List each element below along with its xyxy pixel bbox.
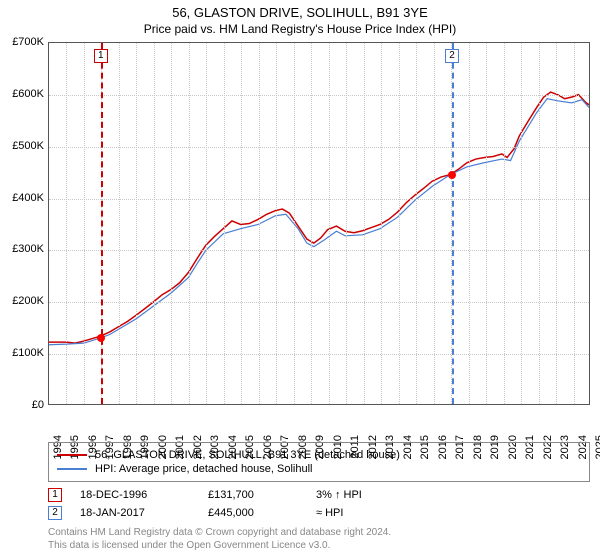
- gridline-v: [241, 43, 242, 404]
- chart-svg: [49, 43, 589, 404]
- gridline-v: [346, 43, 347, 404]
- transaction-marker-box: 2: [48, 506, 62, 520]
- gridline-v: [206, 43, 207, 404]
- x-tick-label: 2025: [594, 435, 600, 459]
- marker-number-box: 2: [445, 49, 459, 63]
- gridline-v: [294, 43, 295, 404]
- gridline-v: [486, 43, 487, 404]
- y-tick-label: £400K: [0, 192, 44, 204]
- gridline-v: [84, 43, 85, 404]
- footer-line2: This data is licensed under the Open Gov…: [48, 539, 590, 552]
- chart-plot-area: 12: [48, 42, 590, 405]
- gridline-v: [189, 43, 190, 404]
- gridline-v: [136, 43, 137, 404]
- legend-label: HPI: Average price, detached house, Soli…: [95, 463, 313, 475]
- y-tick-label: £600K: [0, 88, 44, 100]
- gridline-v: [504, 43, 505, 404]
- y-tick-label: £0: [0, 399, 44, 411]
- gridline-v: [574, 43, 575, 404]
- legend-swatch: [57, 454, 87, 456]
- transaction-row: 1 18-DEC-1996 £131,700 3% ↑ HPI: [48, 486, 590, 504]
- transaction-row: 2 18-JAN-2017 £445,000 ≈ HPI: [48, 504, 590, 522]
- series-property: [49, 92, 589, 343]
- y-tick-label: £500K: [0, 140, 44, 152]
- gridline-v: [276, 43, 277, 404]
- footer-line1: Contains HM Land Registry data © Crown c…: [48, 526, 590, 539]
- chart-footer: Contains HM Land Registry data © Crown c…: [48, 526, 590, 552]
- transaction-date: 18-DEC-1996: [80, 489, 190, 501]
- chart-container: 56, GLASTON DRIVE, SOLIHULL, B91 3YE Pri…: [0, 0, 600, 560]
- y-tick-label: £200K: [0, 295, 44, 307]
- y-tick-label: £100K: [0, 347, 44, 359]
- gridline-h: [49, 95, 589, 96]
- transaction-table: 1 18-DEC-1996 £131,700 3% ↑ HPI 2 18-JAN…: [48, 486, 590, 522]
- marker-dot: [448, 171, 456, 179]
- marker-vline: [452, 43, 454, 404]
- gridline-h: [49, 147, 589, 148]
- chart-title-line2: Price paid vs. HM Land Registry's House …: [0, 20, 600, 36]
- gridline-v: [399, 43, 400, 404]
- gridline-v: [154, 43, 155, 404]
- gridline-v: [381, 43, 382, 404]
- gridline-v: [259, 43, 260, 404]
- gridline-v: [224, 43, 225, 404]
- gridline-v: [434, 43, 435, 404]
- gridline-v: [469, 43, 470, 404]
- legend-item: HPI: Average price, detached house, Soli…: [57, 462, 581, 476]
- gridline-v: [171, 43, 172, 404]
- gridline-h: [49, 302, 589, 303]
- gridline-h: [49, 199, 589, 200]
- transaction-note: ≈ HPI: [316, 507, 590, 519]
- gridline-v: [364, 43, 365, 404]
- chart-title-line1: 56, GLASTON DRIVE, SOLIHULL, B91 3YE: [0, 0, 600, 20]
- gridline-v: [539, 43, 540, 404]
- transaction-price: £445,000: [208, 507, 298, 519]
- gridline-v: [66, 43, 67, 404]
- legend-label: 56, GLASTON DRIVE, SOLIHULL, B91 3YE (de…: [95, 449, 400, 461]
- y-tick-label: £300K: [0, 243, 44, 255]
- legend-item: 56, GLASTON DRIVE, SOLIHULL, B91 3YE (de…: [57, 448, 581, 462]
- gridline-h: [49, 354, 589, 355]
- gridline-v: [311, 43, 312, 404]
- transaction-price: £131,700: [208, 489, 298, 501]
- transaction-note: 3% ↑ HPI: [316, 489, 590, 501]
- marker-dot: [97, 334, 105, 342]
- transaction-marker-box: 1: [48, 488, 62, 502]
- series-hpi: [49, 99, 589, 345]
- legend-swatch: [57, 468, 87, 470]
- marker-vline: [101, 43, 103, 404]
- transaction-date: 18-JAN-2017: [80, 507, 190, 519]
- marker-number-box: 1: [94, 49, 108, 63]
- gridline-v: [521, 43, 522, 404]
- gridline-v: [556, 43, 557, 404]
- chart-legend: 56, GLASTON DRIVE, SOLIHULL, B91 3YE (de…: [48, 442, 590, 482]
- gridline-h: [49, 250, 589, 251]
- gridline-v: [119, 43, 120, 404]
- gridline-v: [416, 43, 417, 404]
- y-tick-label: £700K: [0, 36, 44, 48]
- gridline-v: [329, 43, 330, 404]
